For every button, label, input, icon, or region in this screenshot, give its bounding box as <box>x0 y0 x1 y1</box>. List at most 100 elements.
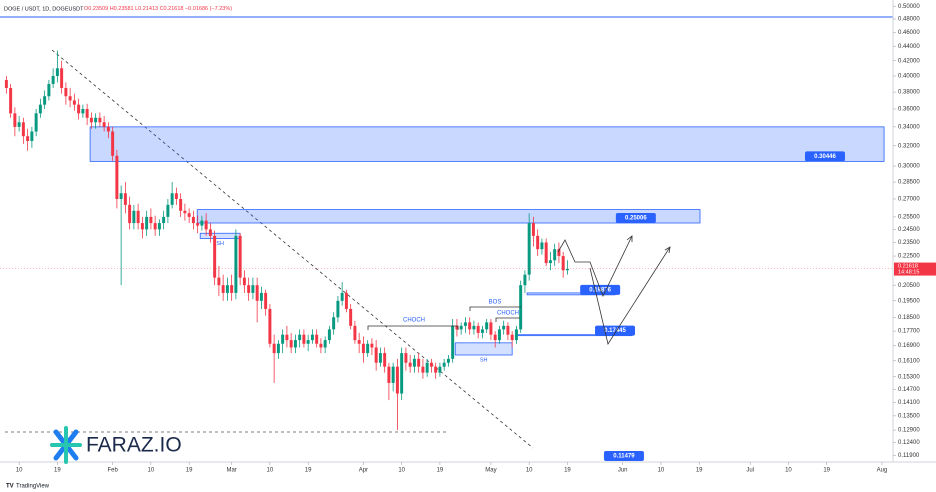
candle-body <box>234 235 238 293</box>
candle-body <box>51 76 55 84</box>
candle-body <box>166 204 170 217</box>
y-tick-label: 0.22500 <box>898 254 920 260</box>
candle-body <box>446 358 450 363</box>
chart-title: DOGE / USDT, 1D, DOGEUSDT <box>4 6 84 12</box>
swing-label: SH <box>216 241 224 247</box>
candle-body <box>230 285 234 293</box>
candle-body <box>353 325 357 341</box>
candle-body <box>514 329 518 341</box>
candle-body <box>13 113 17 127</box>
target-label: 0.11479 <box>613 454 635 460</box>
zone-label: 0.25006 <box>625 216 647 222</box>
y-tick-label: 0.14100 <box>898 400 920 406</box>
source: TradingView <box>16 484 50 490</box>
y-tick-label: 0.15300 <box>898 374 920 380</box>
countdown: 14:48:15 <box>898 270 919 276</box>
annotation: CHOCH <box>497 311 519 317</box>
candle-body <box>502 325 506 330</box>
candle-body <box>531 223 535 236</box>
candle-body <box>493 334 497 341</box>
candle-body <box>272 343 276 354</box>
x-tick-label: 19 <box>186 468 193 474</box>
candle-body <box>21 122 25 137</box>
ohlc-change: −0.01686 (−7.23%) <box>185 6 232 12</box>
candle-body <box>281 334 285 344</box>
candle-body <box>332 317 336 330</box>
y-tick-label: 0.14700 <box>898 387 920 393</box>
candle-body <box>196 223 200 226</box>
last-price-tag <box>894 262 936 276</box>
candle-body <box>565 268 569 271</box>
candle-body <box>455 325 459 330</box>
candle-body <box>26 136 30 141</box>
candle-body <box>136 210 140 224</box>
x-tick-label: 19 <box>696 468 703 474</box>
candle-body <box>145 216 149 230</box>
zone <box>196 209 701 224</box>
x-tick-label: 19 <box>305 468 312 474</box>
candle-body <box>434 366 438 373</box>
candle-body <box>60 68 64 88</box>
last-price-label: 0.21618 <box>898 264 918 270</box>
y-tick-label: 0.34000 <box>898 124 920 130</box>
projection-path <box>557 235 633 298</box>
candle-body <box>259 292 263 301</box>
candle-body <box>421 366 425 373</box>
candle-body <box>9 87 13 114</box>
candle-body <box>268 308 272 344</box>
y-tick-label: 0.44000 <box>898 44 920 50</box>
candle-body <box>553 249 557 261</box>
candle-body <box>451 325 455 359</box>
y-tick-label: 0.28500 <box>898 180 920 186</box>
x-tick-label: Jun <box>618 468 628 474</box>
candle-body <box>123 193 127 205</box>
candle-body <box>183 210 187 214</box>
candle-body <box>153 223 157 230</box>
target-label-box <box>603 451 644 461</box>
candle-body <box>4 79 8 88</box>
tv-icon: TV <box>6 484 14 490</box>
logo: FARAZ.IO <box>50 426 182 464</box>
trend-line <box>51 49 534 449</box>
y-tick-label: 0.25500 <box>898 214 920 220</box>
candle-body <box>47 83 51 97</box>
candle-body <box>485 322 489 330</box>
candle-body <box>68 96 72 101</box>
candle-body <box>251 285 255 293</box>
candle-body <box>557 249 561 257</box>
watermark: FARAZ.IO <box>86 434 182 457</box>
y-tick-label: 0.16900 <box>898 343 920 349</box>
y-tick-label: 0.46000 <box>898 30 920 36</box>
x-tick-label: 10 <box>398 468 405 474</box>
bos-line <box>469 306 521 311</box>
ohlc-open: O0.23509 <box>84 6 108 12</box>
candle-body <box>536 235 540 250</box>
candle-body <box>98 117 102 123</box>
candle-body <box>191 216 195 224</box>
arrow-head <box>626 235 633 242</box>
candle-body <box>472 325 476 330</box>
candle-body <box>132 210 136 224</box>
candle-body <box>43 96 47 105</box>
candle-body <box>459 325 463 330</box>
x-tick-label: 10 <box>526 468 533 474</box>
candle-body <box>187 213 191 217</box>
zone-label-box <box>615 213 656 224</box>
arrow-head <box>664 246 671 254</box>
candle-body <box>323 340 327 348</box>
zone-label: 0.30446 <box>814 154 836 160</box>
candle-body <box>200 220 204 226</box>
candle-body <box>361 343 365 354</box>
y-tick-label: 0.20500 <box>898 283 920 289</box>
y-tick-label: 0.38000 <box>898 90 920 96</box>
candle-body <box>208 229 212 236</box>
candle-body <box>417 358 421 367</box>
zone-label-box <box>580 284 621 295</box>
x-tick-label: Aug <box>877 468 888 474</box>
candle-body <box>77 104 81 114</box>
candle-body <box>425 362 429 373</box>
x-tick-label: 19 <box>437 468 444 474</box>
candle-body <box>544 242 548 264</box>
x-tick-label: 10 <box>148 468 155 474</box>
